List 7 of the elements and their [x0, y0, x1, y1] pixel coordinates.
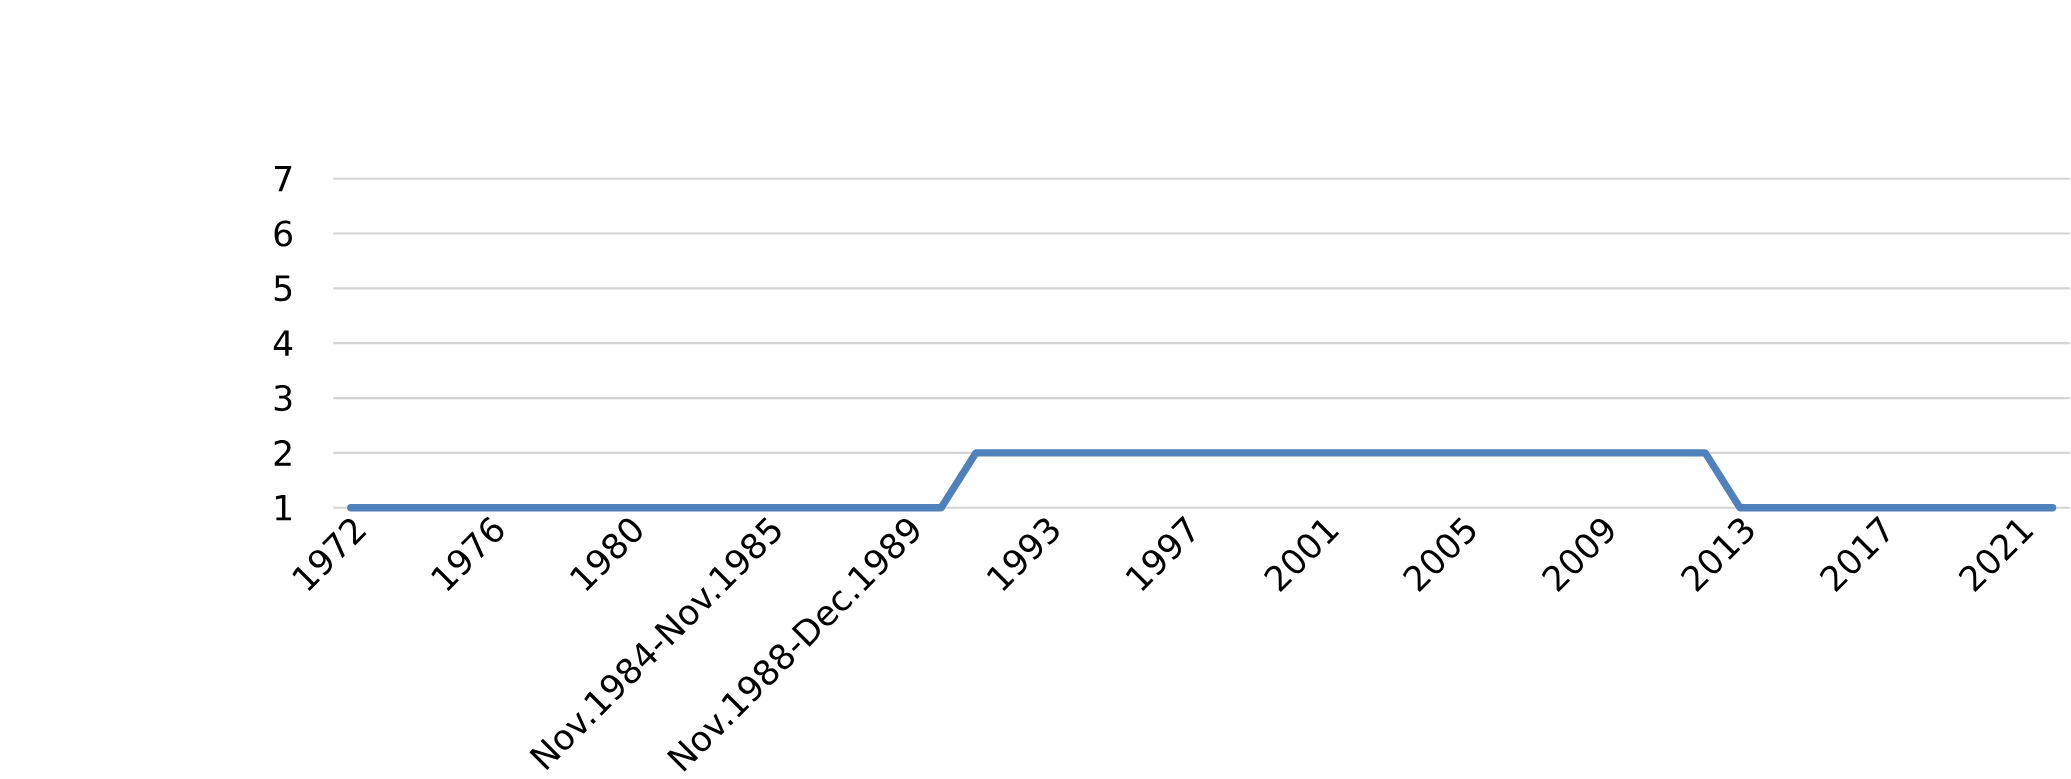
y-tick-label: 1 — [275, 494, 291, 521]
y-tick-label: 6 — [274, 220, 292, 247]
y-tick-label: 7 — [274, 165, 292, 192]
y-tick-label: 5 — [274, 275, 292, 301]
y-tick-label: 4 — [273, 330, 293, 356]
y-tick-label: 2 — [274, 439, 291, 466]
y-tick-label: 3 — [274, 384, 292, 411]
